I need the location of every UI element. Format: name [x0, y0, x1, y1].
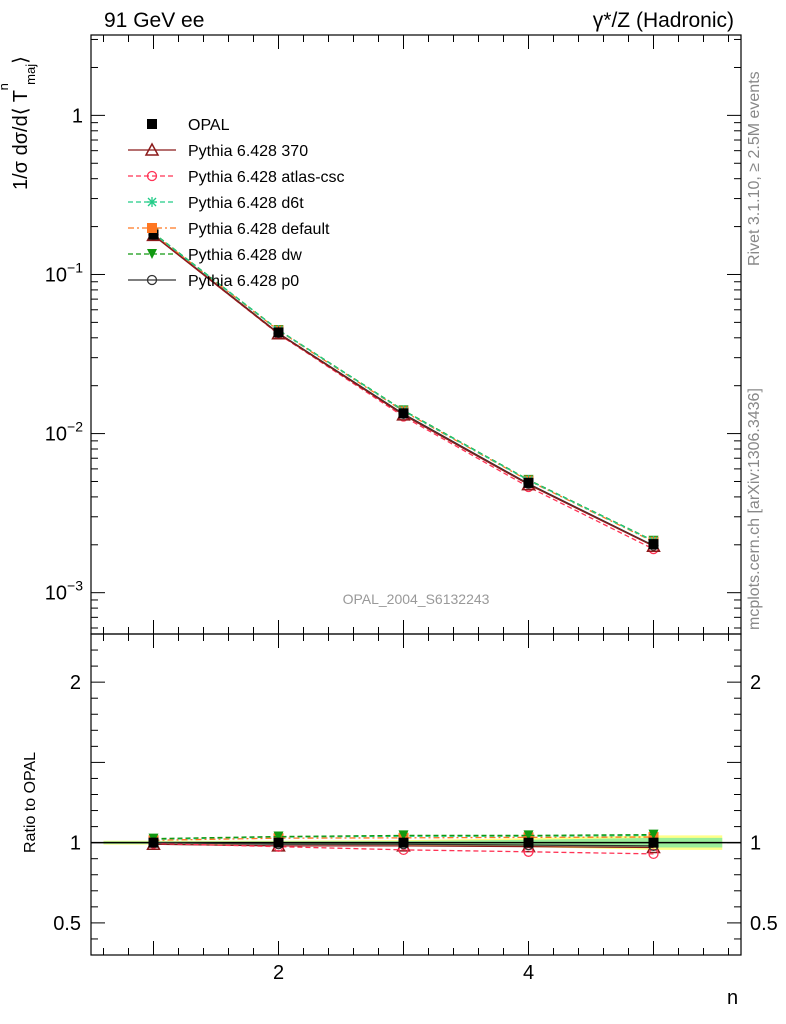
legend-label: Pythia 6.428 370 — [188, 143, 308, 160]
main-ylabel-end: ⟩ — [10, 56, 32, 64]
y-tick-label: 10−1 — [45, 259, 83, 286]
main-ylabel-sup: n — [0, 83, 11, 90]
legend-marker — [146, 170, 158, 182]
ratio-opal-point — [148, 837, 159, 848]
ratio-opal-point — [648, 837, 659, 848]
ratio-opal-point — [398, 837, 409, 848]
legend-marker — [147, 197, 157, 207]
main-ylabel: 1/σ dσ/d⟨ T n maj⟩ — [0, 56, 38, 190]
ratio-data-point — [648, 848, 659, 860]
ratio-y-tick-label-right: 1 — [750, 833, 761, 855]
ratio-frame — [90, 633, 742, 956]
ratio-y-tick-label-right: 0.5 — [750, 913, 778, 935]
legend-label: Pythia 6.428 dw — [188, 247, 302, 264]
data-point — [273, 327, 284, 338]
data-point — [398, 408, 409, 419]
legend-label: Pythia 6.428 d6t — [188, 195, 304, 212]
legend-marker — [147, 119, 157, 129]
legend: OPAL Pythia 6.428 370 Pythia 6.428 atlas-c… — [128, 117, 345, 290]
y-tick-label: 10−2 — [45, 419, 83, 446]
ratio-data-point — [648, 829, 659, 840]
ratio-series-group — [146, 829, 661, 860]
y-tick-label: 1 — [72, 105, 83, 127]
ratio-data-point — [398, 830, 409, 841]
ratio-series-line — [153, 836, 654, 841]
ratio-y-tick-label-left: 0.5 — [53, 913, 81, 935]
main-ylabel-sub: maj — [23, 63, 38, 85]
legend-marker-stroke — [147, 197, 157, 207]
legend-label: Pythia 6.428 atlas-csc — [188, 169, 345, 186]
ratio-opal-point — [273, 837, 284, 848]
legend-marker — [146, 274, 158, 286]
x-tick-label: 4 — [523, 962, 534, 984]
y-tick-label: 10−3 — [45, 578, 83, 605]
data-point — [648, 539, 659, 550]
header-left: 91 GeV ee — [104, 9, 205, 32]
data-point — [523, 477, 534, 488]
ratio-data-point — [523, 830, 534, 841]
ratio-series-line — [153, 842, 654, 855]
header-right: γ*/Z (Hadronic) — [592, 9, 734, 32]
ratio-ylabel: Ratio to OPAL — [22, 751, 39, 853]
legend-marker — [144, 142, 160, 156]
legend-label: Pythia 6.428 default — [188, 221, 330, 238]
main-ylabel-text: 1/σ dσ/d⟨ T — [10, 90, 32, 190]
legend-marker — [147, 249, 157, 259]
ratio-opal-point — [523, 837, 534, 848]
legend-label: OPAL — [188, 117, 230, 134]
mcplots-label: mcplots.cern.ch [arXiv:1306.3436] — [746, 388, 763, 630]
data-point — [148, 229, 159, 240]
rivet-label: Rivet 3.1.10, ≥ 2.5M events — [746, 71, 763, 266]
ratio-data-point — [273, 831, 284, 842]
main-series-group — [146, 227, 661, 555]
ratio-y-tick-label-left: 2 — [70, 672, 81, 694]
watermark: OPAL_2004_S6132243 — [343, 591, 490, 607]
ratio-y-tick-label-left: 1 — [70, 833, 81, 855]
ratio-y-tick-label-right: 2 — [750, 672, 761, 694]
x-axis-label: n — [727, 987, 739, 1009]
legend-label: Pythia 6.428 p0 — [188, 273, 299, 290]
legend-marker — [147, 223, 157, 233]
x-tick-label: 2 — [273, 962, 284, 984]
